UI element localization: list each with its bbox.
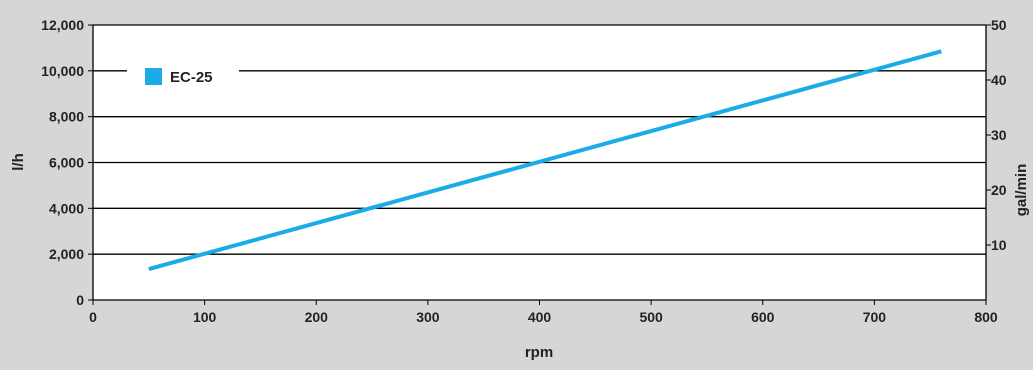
x-tick-label-4: 400 [528, 309, 552, 325]
y-right-tick-label-3: 40 [991, 72, 1007, 88]
legend: EC-25 [127, 64, 239, 92]
y-right-tick-label-4: 50 [991, 17, 1007, 33]
y-tick-label-5: 10,000 [41, 63, 84, 79]
legend-label: EC-25 [170, 69, 213, 86]
axes [88, 24, 991, 305]
y-tick-label-3: 6,000 [49, 155, 84, 171]
y-axis-title-left: l/h [10, 153, 27, 171]
x-tick-label-8: 800 [974, 309, 998, 325]
x-tick-label-2: 200 [305, 309, 329, 325]
y-right-tick-label-1: 20 [991, 182, 1007, 198]
x-tick-label-1: 100 [193, 309, 217, 325]
y-right-tick-label-2: 30 [991, 127, 1007, 143]
legend-swatch [145, 68, 162, 85]
x-tick-label-7: 700 [863, 309, 887, 325]
y-tick-label-1: 2,000 [49, 246, 84, 262]
series [148, 49, 942, 271]
x-tick-label-5: 500 [639, 309, 663, 325]
x-tick-label-6: 600 [751, 309, 775, 325]
x-tick-label-0: 0 [89, 309, 97, 325]
y-tick-label-0: 0 [76, 292, 84, 308]
x-axis-title: rpm [525, 344, 553, 361]
series-line-0 [148, 49, 942, 271]
x-tick-label-3: 300 [416, 309, 440, 325]
y-tick-label-4: 8,000 [49, 109, 84, 125]
y-right-tick-label-0: 10 [991, 237, 1007, 253]
y-axis-title-right: gal/min [1013, 164, 1030, 217]
y-tick-label-6: 12,000 [41, 17, 84, 33]
tick-labels: 0 2,000 4,000 6,000 8,000 10,000 12,000 10 20 30 4… [41, 17, 1007, 325]
y-tick-label-2: 4,000 [49, 200, 84, 216]
